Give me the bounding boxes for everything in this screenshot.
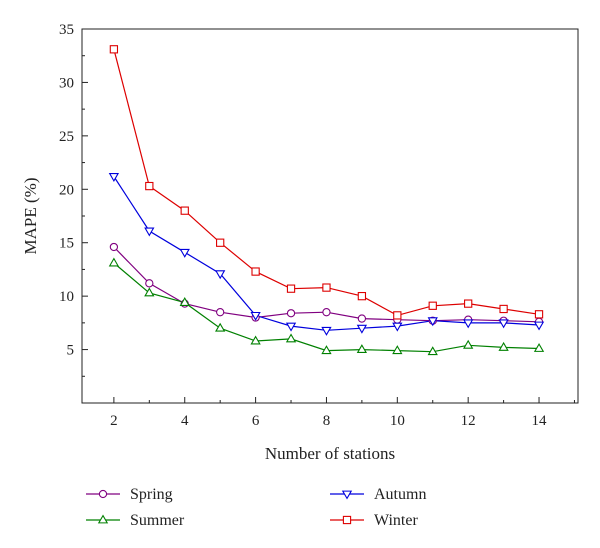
data-point-autumn: [356, 324, 368, 334]
legend-label-winter: Winter: [374, 512, 418, 529]
data-point-summer: [427, 346, 438, 356]
y-tick-label: 35: [59, 22, 74, 38]
x-tick-label: 2: [110, 413, 118, 429]
data-point-spring: [322, 308, 331, 317]
legend-marker-winter: [342, 515, 352, 525]
data-point-summer: [285, 333, 297, 343]
data-point-winter: [534, 310, 544, 319]
data-point-summer: [533, 343, 545, 352]
legend-marker-autumn: [341, 490, 353, 500]
series-line-summer: [113, 262, 540, 353]
data-point-winter: [428, 301, 437, 310]
series-line-autumn: [113, 176, 540, 331]
data-point-winter: [180, 206, 189, 215]
data-point-spring: [357, 314, 367, 323]
y-axis-title: MAPE (%): [21, 178, 40, 255]
x-tick-label: 4: [181, 413, 189, 429]
data-point-autumn: [427, 317, 438, 327]
series-line-winter: [113, 49, 540, 317]
data-point-summer: [321, 345, 332, 355]
data-point-summer: [179, 297, 190, 306]
data-point-winter: [145, 181, 154, 191]
legend-marker-summer: [97, 514, 109, 524]
data-point-summer: [392, 345, 403, 355]
data-point-winter: [464, 299, 473, 308]
y-tick-label: 15: [59, 236, 74, 252]
data-point-winter: [286, 284, 296, 293]
data-point-spring: [286, 309, 296, 318]
data-point-spring: [109, 242, 119, 252]
legend-label-autumn: Autumn: [374, 486, 426, 503]
data-point-winter: [322, 283, 331, 292]
data-point-summer: [144, 287, 155, 297]
data-point-summer: [463, 339, 474, 349]
data-point-winter: [499, 304, 508, 314]
data-point-summer: [215, 322, 226, 332]
legend-marker-spring: [98, 489, 108, 499]
y-tick-label: 10: [59, 289, 74, 305]
data-point-winter: [357, 291, 367, 301]
data-point-spring: [145, 279, 154, 288]
data-point-summer: [498, 341, 509, 351]
tick-group: 5 10 15 20 25 30 35 2 4 6 8 10 12 14: [59, 22, 575, 429]
data-point-autumn: [108, 173, 120, 182]
data-point-autumn: [498, 319, 509, 329]
data-point-winter: [251, 267, 260, 276]
x-tick-label: 12: [461, 413, 476, 429]
data-point-summer: [356, 344, 368, 354]
legend-label-summer: Summer: [130, 512, 185, 529]
data-point-autumn: [285, 322, 297, 332]
legend: Spring Summer Autumn Winter: [86, 486, 426, 529]
y-tick-label: 25: [59, 129, 74, 145]
data-point-autumn: [250, 311, 261, 321]
series-markers: [108, 45, 545, 356]
data-point-autumn: [321, 326, 332, 336]
series-lines: [113, 49, 540, 353]
y-tick-label: 5: [67, 343, 75, 359]
x-tick-label: 14: [532, 413, 548, 429]
x-tick-label: 10: [390, 413, 405, 429]
data-point-autumn: [144, 227, 155, 237]
data-point-spring: [216, 308, 225, 317]
data-point-autumn: [392, 322, 403, 332]
data-point-winter: [109, 45, 119, 54]
data-point-winter: [393, 311, 402, 320]
x-tick-label: 8: [323, 413, 331, 429]
data-point-summer: [108, 257, 120, 267]
data-point-autumn: [179, 248, 190, 258]
x-axis-title: Number of stations: [265, 444, 395, 463]
y-tick-label: 30: [59, 75, 74, 91]
data-point-winter: [216, 238, 225, 247]
data-point-autumn: [463, 319, 474, 329]
data-point-summer: [250, 335, 261, 345]
data-point-autumn: [215, 270, 226, 280]
legend-label-spring: Spring: [130, 486, 173, 503]
y-tick-label: 20: [59, 182, 74, 198]
data-point-autumn: [533, 321, 545, 331]
x-tick-label: 6: [252, 413, 260, 429]
